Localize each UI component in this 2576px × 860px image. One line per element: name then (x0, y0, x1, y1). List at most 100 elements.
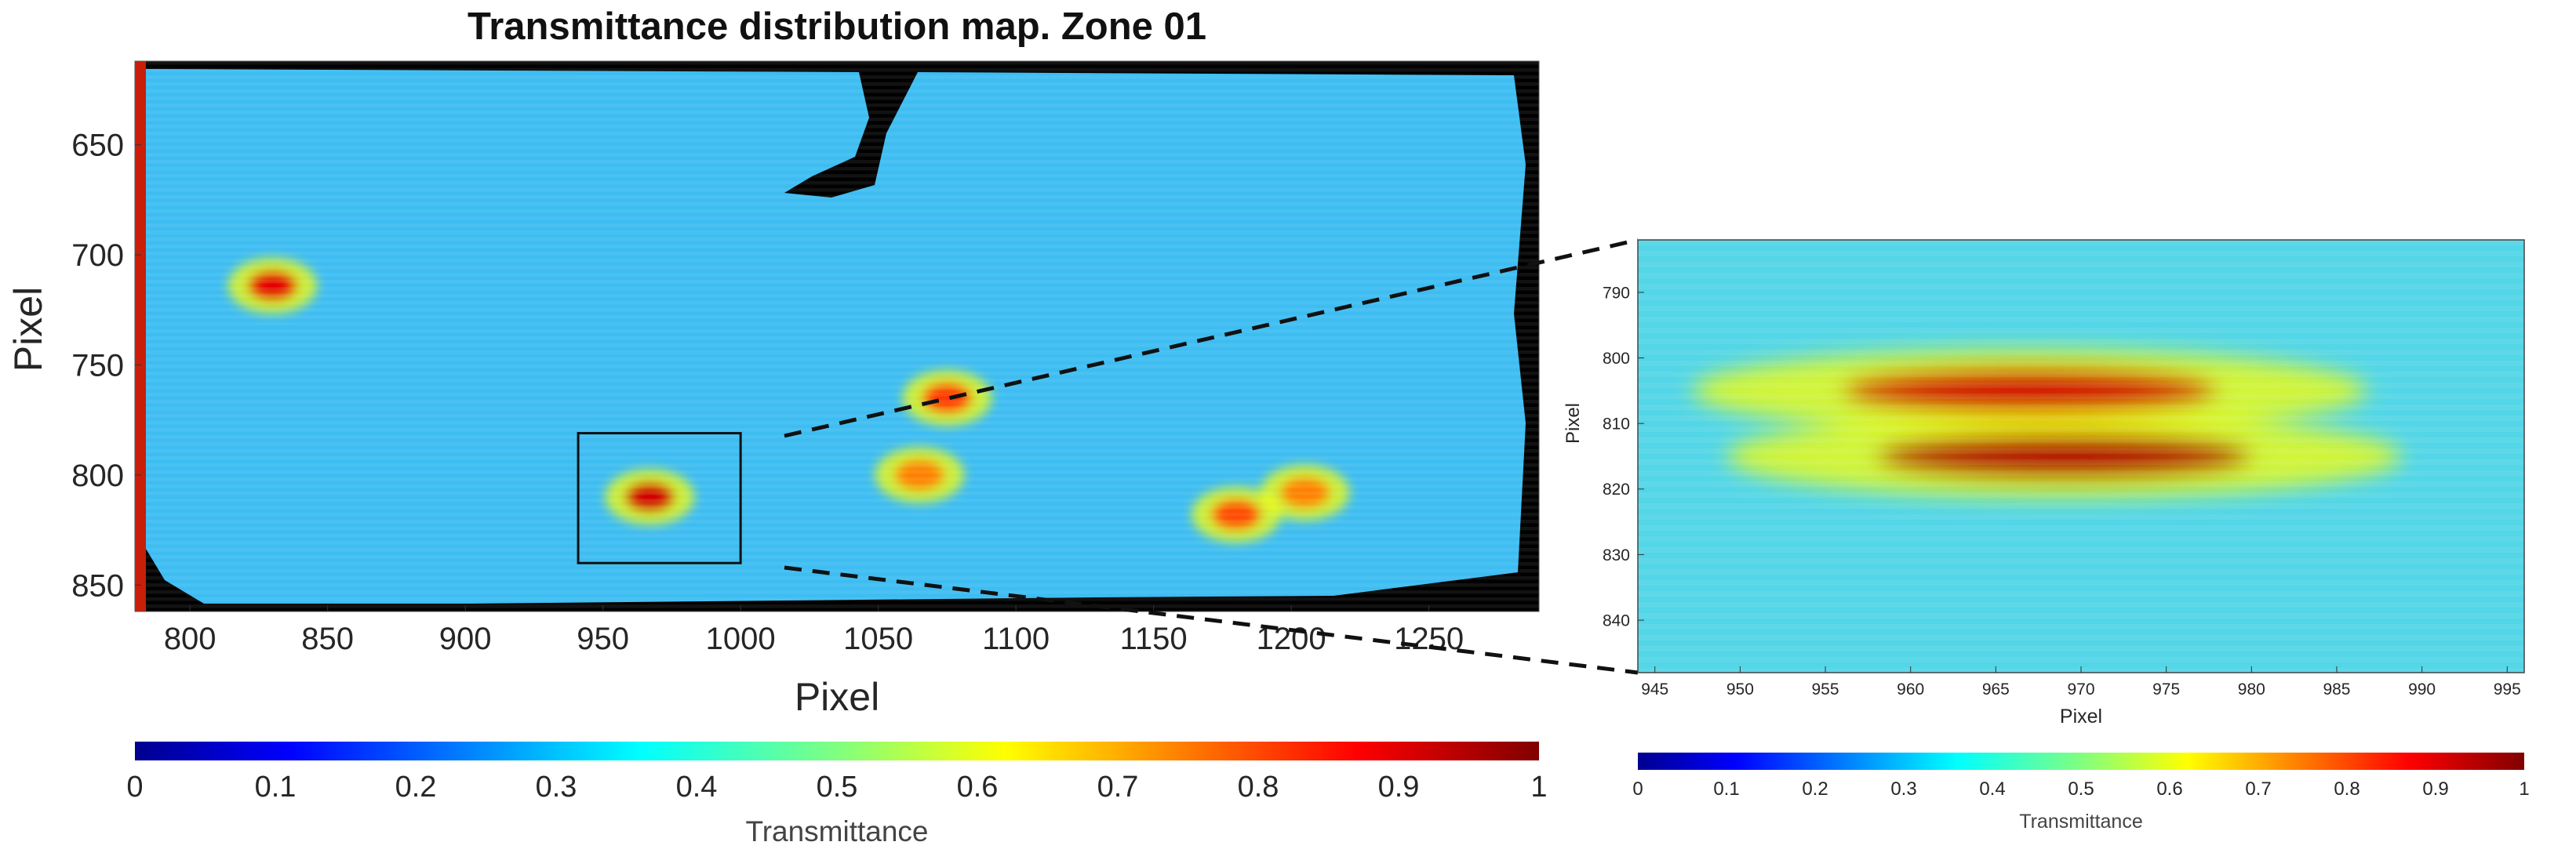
main-scan-line (135, 132, 1539, 136)
zoom-hotspot (1842, 368, 2218, 414)
main-scan-line (135, 350, 1539, 354)
zoom-scan-line (1638, 503, 2524, 509)
main-scan-line (135, 400, 1539, 404)
main-scan-line (135, 96, 1539, 100)
main-scan-line (135, 449, 1539, 453)
zoom-colorbar-tick-label: 0.2 (1802, 778, 1828, 800)
zoom-x-tick-label: 950 (1726, 680, 1754, 699)
main-scan-line (135, 68, 1539, 72)
zoom-x-tick-label: 975 (2152, 680, 2180, 699)
main-y-tick-label: 850 (71, 568, 124, 603)
main-scan-line (135, 555, 1539, 559)
main-y-tick-label: 650 (71, 129, 124, 163)
main-scan-line (135, 513, 1539, 517)
main-y-tick-label: 700 (71, 238, 124, 273)
main-x-tick-label: 800 (164, 622, 216, 656)
main-scan-line (135, 343, 1539, 347)
main-colorbar-tick-label: 0.2 (395, 771, 437, 804)
zoom-x-tick-label: 985 (2323, 680, 2350, 699)
main-scan-line (135, 569, 1539, 573)
zoom-colorbar-tick-label: 0.8 (2334, 778, 2360, 800)
main-x-tick-label: 1100 (982, 622, 1050, 656)
zoom-scan-line (1638, 273, 2524, 278)
main-scan-line (135, 357, 1539, 361)
zoom-x-tick-label: 945 (1641, 680, 1668, 699)
zoom-colorbar-tick-label: 0.1 (1713, 778, 1739, 800)
zoom-scan-line (1638, 437, 2524, 443)
main-scan-line (135, 470, 1539, 474)
main-scan-line (135, 238, 1539, 241)
zoom-colorbar-tick-label: 0.9 (2422, 778, 2448, 800)
main-scan-line (135, 61, 1539, 65)
main-scan-line (135, 308, 1539, 312)
main-colorbar-tick-label: 0.8 (1238, 771, 1279, 804)
zoom-connector-top (784, 238, 1639, 438)
main-scan-line (135, 442, 1539, 446)
main-scan-line (135, 216, 1539, 220)
main-plot-frame (134, 60, 1540, 612)
zoom-scan-line (1638, 646, 2524, 651)
main-scan-line (135, 365, 1539, 368)
zoom-scan-line (1638, 635, 2524, 640)
main-scan-line (135, 266, 1539, 270)
main-scan-line (135, 146, 1539, 150)
zoom-scan-line (1638, 251, 2524, 256)
main-scan-line (135, 294, 1539, 298)
main-scan-line (135, 195, 1539, 199)
zoom-x-tick-label: 995 (2494, 680, 2521, 699)
main-scan-line (135, 604, 1539, 608)
main-scan-line (135, 259, 1539, 263)
main-scan-line (135, 548, 1539, 552)
main-x-tick-label: 950 (577, 622, 629, 656)
zoom-y-tick-label: 840 (1603, 611, 1630, 630)
zoom-heatmap (1638, 240, 2524, 673)
main-scan-line (135, 393, 1539, 397)
main-scan-line (135, 435, 1539, 439)
zoom-colorbar (1638, 753, 2524, 770)
main-scan-line (135, 484, 1539, 488)
zoom-scan-line (1638, 295, 2524, 300)
main-colorbar-tick-label: 0.1 (255, 771, 297, 804)
main-scan-line (135, 583, 1539, 587)
main-scan-line (135, 103, 1539, 107)
zoom-colorbar-tick-label: 0.7 (2245, 778, 2271, 800)
zoom-scan-lines (1638, 240, 2524, 673)
main-heatmap-sample-region (146, 69, 1526, 604)
zoom-scan-line (1638, 580, 2524, 586)
main-hotspot (894, 459, 944, 491)
zoom-scan-line (1638, 372, 2524, 377)
main-scan-line (135, 153, 1539, 157)
zoom-scan-line (1638, 448, 2524, 454)
main-chart-title: Transmittance distribution map. Zone 01 (467, 5, 1207, 48)
main-hotspot (1280, 477, 1330, 509)
main-scan-line (135, 336, 1539, 340)
zoom-scan-line (1638, 284, 2524, 289)
zoom-scan-line (1638, 492, 2524, 498)
main-y-tick-label: 750 (71, 349, 124, 383)
zoom-x-tick-label: 960 (1897, 680, 1924, 699)
main-x-tick-label: 1000 (706, 622, 776, 656)
main-scan-line (135, 421, 1539, 425)
main-scan-line (135, 407, 1539, 411)
zoom-colorbar-tick-label: 0 (1632, 778, 1643, 800)
zoom-scan-line (1638, 328, 2524, 333)
zoom-colorbar-tick-label: 0.6 (2156, 778, 2182, 800)
main-scan-line (135, 477, 1539, 481)
main-y-ticks: 650 700 750 800 850 (71, 129, 141, 603)
main-scan-line (135, 541, 1539, 545)
zoom-colorbar-tick-label: 0.4 (1979, 778, 2005, 800)
zoom-connector-bottom (784, 565, 1639, 675)
zoom-y-ticks: 790 800 810 820 830 840 (1603, 284, 1644, 630)
zoom-scan-line (1638, 361, 2524, 366)
main-scan-line (135, 245, 1539, 249)
main-x-ticks: 800 850 900 950 1000 1050 1100 1150 1200 1250 (164, 605, 1464, 656)
main-scan-line (135, 202, 1539, 206)
main-highlight-box (577, 432, 742, 564)
main-scan-line (135, 118, 1539, 122)
zoom-scan-line (1638, 240, 2524, 245)
main-scan-line (135, 273, 1539, 277)
zoom-scan-line (1638, 481, 2524, 487)
main-scan-line (135, 576, 1539, 580)
zoom-y-tick-label: 820 (1603, 481, 1630, 499)
zoom-scan-line (1638, 624, 2524, 630)
